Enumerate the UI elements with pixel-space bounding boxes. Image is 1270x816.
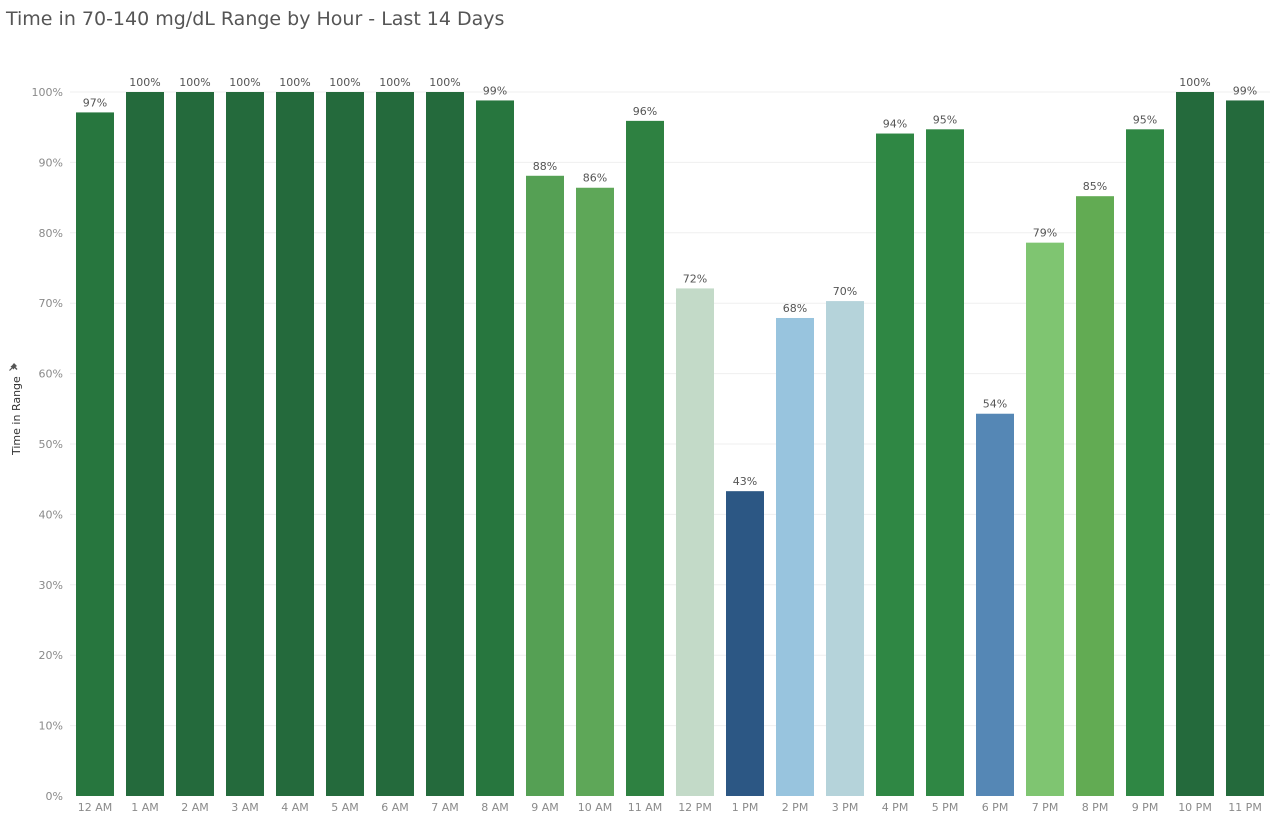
- data-label: 100%: [179, 76, 210, 89]
- x-tick-label: 3 PM: [832, 801, 859, 814]
- y-tick-label: 30%: [39, 579, 63, 592]
- data-label: 68%: [783, 302, 807, 315]
- y-tick-label: 60%: [39, 368, 63, 381]
- data-label: 100%: [329, 76, 360, 89]
- bar[interactable]: [226, 92, 264, 796]
- bar[interactable]: [976, 413, 1014, 796]
- data-labels: 97% 100% 100% 100% 100% 100% 100% 100% 99% 88% 86%…: [83, 76, 1257, 488]
- x-tick-label: 12 PM: [678, 801, 712, 814]
- x-tick-label: 9 AM: [531, 801, 559, 814]
- x-tick-label: 1 PM: [732, 801, 759, 814]
- bar[interactable]: [1176, 92, 1214, 796]
- bar[interactable]: [526, 175, 564, 796]
- data-label: 72%: [683, 272, 707, 285]
- y-tick-label: 0%: [46, 790, 63, 803]
- x-tick-label: 9 PM: [1132, 801, 1159, 814]
- y-tick-label: 100%: [32, 86, 63, 99]
- y-tick-label: 10%: [39, 720, 63, 733]
- data-label: 86%: [583, 172, 607, 185]
- x-tick-label: 2 PM: [782, 801, 809, 814]
- bar[interactable]: [1126, 129, 1164, 796]
- x-tick-label: 5 AM: [331, 801, 359, 814]
- bar[interactable]: [626, 120, 664, 796]
- x-tick-label: 4 PM: [882, 801, 909, 814]
- data-label: 54%: [983, 398, 1007, 411]
- data-label: 85%: [1083, 180, 1107, 193]
- data-label: 100%: [429, 76, 460, 89]
- data-label: 88%: [533, 160, 557, 173]
- bar[interactable]: [826, 301, 864, 796]
- y-tick-label: 50%: [39, 438, 63, 451]
- data-label: 79%: [1033, 227, 1057, 240]
- bar[interactable]: [726, 491, 764, 796]
- bar[interactable]: [576, 187, 614, 796]
- x-tick-label: 10 AM: [578, 801, 613, 814]
- data-label: 94%: [883, 118, 907, 131]
- data-label: 95%: [1133, 113, 1157, 126]
- x-tick-label: 8 AM: [481, 801, 509, 814]
- bar[interactable]: [926, 129, 964, 796]
- x-tick-label: 1 AM: [131, 801, 159, 814]
- bar[interactable]: [1076, 196, 1114, 796]
- y-axis-label-group: Time in Range: [9, 363, 23, 456]
- y-tick-label: 70%: [39, 297, 63, 310]
- bar[interactable]: [876, 133, 914, 796]
- bars: [76, 92, 1264, 796]
- x-tick-label: 8 PM: [1082, 801, 1109, 814]
- y-axis-label: Time in Range: [10, 376, 23, 456]
- data-label: 100%: [229, 76, 260, 89]
- bar[interactable]: [176, 92, 214, 796]
- x-tick-label: 12 AM: [78, 801, 113, 814]
- chart-title: Time in 70-140 mg/dL Range by Hour - Las…: [6, 8, 505, 30]
- x-tick-label: 6 PM: [982, 801, 1009, 814]
- x-axis-ticks: 12 AM 1 AM 2 AM 3 AM 4 AM 5 AM 6 AM 7 AM 8 AM 9 A…: [78, 801, 1262, 814]
- y-tick-label: 90%: [39, 156, 63, 169]
- data-label: 100%: [279, 76, 310, 89]
- bar[interactable]: [326, 92, 364, 796]
- bar[interactable]: [776, 317, 814, 796]
- x-tick-label: 11 AM: [628, 801, 663, 814]
- x-tick-label: 6 AM: [381, 801, 409, 814]
- x-tick-label: 4 AM: [281, 801, 309, 814]
- bar[interactable]: [426, 92, 464, 796]
- pin-icon[interactable]: [9, 363, 18, 371]
- bar[interactable]: [126, 92, 164, 796]
- data-label: 96%: [633, 105, 657, 118]
- x-tick-label: 10 PM: [1178, 801, 1212, 814]
- x-tick-label: 7 AM: [431, 801, 459, 814]
- data-label: 99%: [1233, 84, 1257, 97]
- data-label: 100%: [1179, 76, 1210, 89]
- x-tick-label: 11 PM: [1228, 801, 1262, 814]
- bar[interactable]: [276, 92, 314, 796]
- x-tick-label: 7 PM: [1032, 801, 1059, 814]
- bar[interactable]: [476, 100, 514, 796]
- bar[interactable]: [1026, 242, 1064, 796]
- data-label: 70%: [833, 285, 857, 298]
- data-label: 95%: [933, 113, 957, 126]
- data-label: 99%: [483, 84, 507, 97]
- data-label: 100%: [129, 76, 160, 89]
- data-label: 43%: [733, 475, 757, 488]
- bar[interactable]: [1226, 100, 1264, 796]
- data-label: 97%: [83, 96, 107, 109]
- y-tick-label: 40%: [39, 508, 63, 521]
- data-label: 100%: [379, 76, 410, 89]
- bar[interactable]: [676, 288, 714, 796]
- x-tick-label: 2 AM: [181, 801, 209, 814]
- y-tick-label: 80%: [39, 227, 63, 240]
- bar[interactable]: [376, 92, 414, 796]
- y-tick-label: 20%: [39, 649, 63, 662]
- bar[interactable]: [76, 112, 114, 796]
- gridlines: [70, 91, 1270, 727]
- x-tick-label: 3 AM: [231, 801, 259, 814]
- y-axis-ticks: 0% 10% 20% 30% 40% 50% 60% 70% 80% 90% 100%: [32, 86, 63, 803]
- x-tick-label: 5 PM: [932, 801, 959, 814]
